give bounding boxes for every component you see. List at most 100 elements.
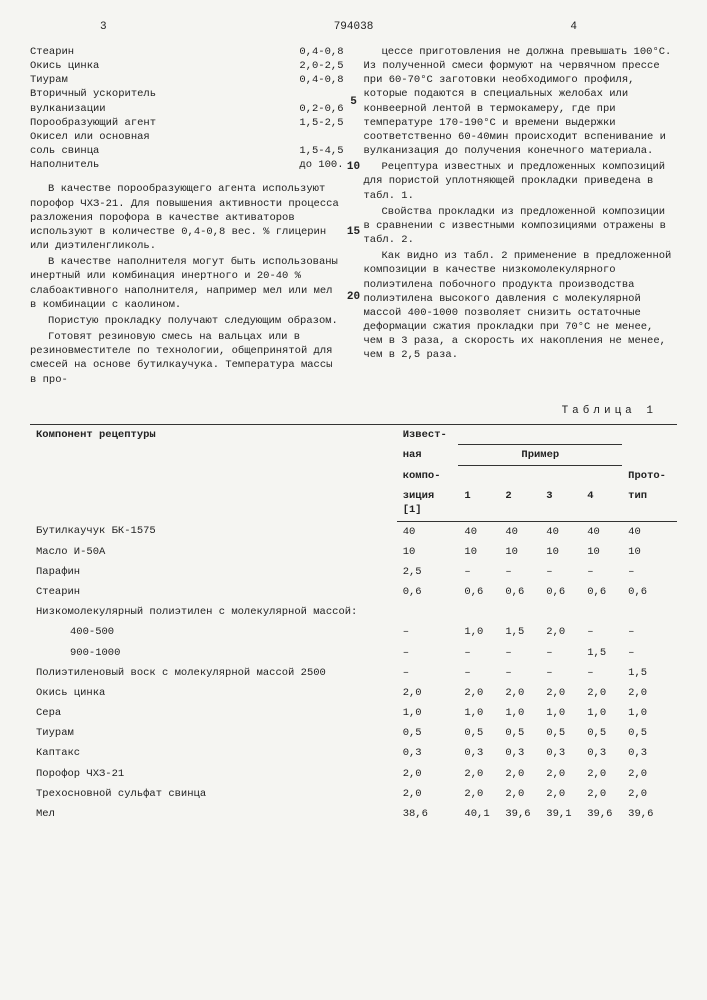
cell-value: 10 — [397, 542, 459, 562]
cell-value: 2,0 — [540, 683, 581, 703]
cell-value: 2,0 — [397, 764, 459, 784]
cell-value — [397, 602, 459, 622]
cell-value: 2,0 — [581, 683, 622, 703]
cell-value: – — [622, 562, 677, 582]
cell-value: 1,0 — [499, 703, 540, 723]
th-known: Извест- — [397, 424, 459, 445]
cell-value: 40 — [581, 521, 622, 542]
ingredient-value: 0,4-0,8 — [299, 73, 343, 87]
cell-value: 0,3 — [622, 743, 677, 763]
th-component: Компонент рецептуры — [30, 424, 397, 521]
ingredient-row: Вторичный ускоритель — [30, 87, 344, 101]
cell-value: 2,0 — [622, 683, 677, 703]
cell-value: 0,5 — [581, 723, 622, 743]
cell-value: 0,5 — [622, 723, 677, 743]
cell-value: 40 — [397, 521, 459, 542]
cell-value: 38,6 — [397, 804, 459, 824]
cell-value: – — [622, 643, 677, 663]
table-row: Каптакс0,30,30,30,30,30,3 — [30, 743, 677, 763]
cell-value: – — [581, 562, 622, 582]
cell-value: 2,0 — [397, 784, 459, 804]
cell-value — [458, 602, 499, 622]
cell-value: 1,0 — [458, 622, 499, 642]
cell-value: 2,0 — [622, 784, 677, 804]
composition-table: Компонент рецептуры Извест- ная Пример к… — [30, 424, 677, 824]
cell-value: 2,5 — [397, 562, 459, 582]
cell-value: 0,5 — [499, 723, 540, 743]
body-columns: 5 10 15 20 Стеарин0,4-0,8Окись цинка2,0-… — [30, 45, 677, 389]
line-marker: 20 — [347, 290, 360, 305]
cell-value: 0,6 — [397, 582, 459, 602]
ingredient-row: Стеарин0,4-0,8 — [30, 45, 344, 59]
page-num-left: 3 — [100, 20, 107, 35]
cell-value: 0,3 — [499, 743, 540, 763]
cell-value: 2,0 — [540, 622, 581, 642]
cell-value: 0,6 — [581, 582, 622, 602]
table-caption: Таблица 1 — [30, 404, 657, 419]
cell-value: – — [397, 622, 459, 642]
ingredient-value: 1,5-4,5 — [299, 144, 343, 158]
cell-value: 2,0 — [581, 764, 622, 784]
ingredient-list: Стеарин0,4-0,8Окись цинка2,0-2,5Тиурам 0,… — [30, 45, 344, 173]
cell-value: 1,0 — [622, 703, 677, 723]
paragraph: Пористую прокладку получают следующим об… — [30, 314, 344, 328]
th-primer: Пример — [458, 445, 622, 466]
cell-value: – — [622, 622, 677, 642]
ingredient-name: Окисел или основная — [30, 130, 334, 144]
ingredient-row: Окись цинка2,0-2,5 — [30, 59, 344, 73]
cell-value: 2,0 — [458, 683, 499, 703]
cell-value: – — [540, 643, 581, 663]
page-header: 3 794038 4 — [30, 20, 677, 35]
cell-value: 10 — [622, 542, 677, 562]
cell-value — [540, 602, 581, 622]
cell-name: Полиэтиленовый воск с молекулярной массо… — [30, 663, 397, 683]
table-row: Сера1,01,01,01,01,01,0 — [30, 703, 677, 723]
cell-value: 2,0 — [458, 764, 499, 784]
ingredient-name: Порообразующий агент — [30, 116, 289, 130]
cell-value: 2,0 — [622, 764, 677, 784]
cell-value: 39,6 — [581, 804, 622, 824]
cell-value: – — [540, 663, 581, 683]
cell-value: 0,3 — [397, 743, 459, 763]
cell-name: Каптакс — [30, 743, 397, 763]
cell-name: Окись цинка — [30, 683, 397, 703]
table-row: Низкомолекулярный полиэтилен с молекуляр… — [30, 602, 677, 622]
cell-value: 10 — [581, 542, 622, 562]
paragraph: цессе приготовления не должна превышать … — [364, 45, 678, 158]
ingredient-row: Тиурам 0,4-0,8 — [30, 73, 344, 87]
ingredient-value: 1,5-2,5 — [299, 116, 343, 130]
cell-value: 2,0 — [499, 764, 540, 784]
cell-value: – — [499, 663, 540, 683]
cell-name: Мел — [30, 804, 397, 824]
cell-name: Тиурам — [30, 723, 397, 743]
cell-value: – — [397, 643, 459, 663]
cell-value — [581, 602, 622, 622]
cell-name: Низкомолекулярный полиэтилен с молекуляр… — [30, 602, 397, 622]
cell-value: 1,0 — [540, 703, 581, 723]
table-row: Тиурам0,50,50,50,50,50,5 — [30, 723, 677, 743]
cell-value: 0,5 — [540, 723, 581, 743]
cell-value: 1,0 — [458, 703, 499, 723]
cell-value: 2,0 — [458, 784, 499, 804]
paragraph: Как видно из табл. 2 применение в предло… — [364, 249, 678, 362]
ingredient-name: Тиурам — [30, 73, 289, 87]
cell-value: – — [458, 643, 499, 663]
table-row: Стеарин0,60,60,60,60,60,6 — [30, 582, 677, 602]
line-marker: 10 — [347, 160, 360, 175]
table-row: Трехосновной сульфат свинца2,02,02,02,02… — [30, 784, 677, 804]
table-row: Окись цинка2,02,02,02,02,02,0 — [30, 683, 677, 703]
cell-value: 40 — [622, 521, 677, 542]
cell-name: Масло И-50А — [30, 542, 397, 562]
cell-name: Стеарин — [30, 582, 397, 602]
paragraph: Рецептура известных и предложенных компо… — [364, 160, 678, 203]
table-row: Полиэтиленовый воск с молекулярной массо… — [30, 663, 677, 683]
cell-value: 2,0 — [540, 784, 581, 804]
cell-value: 2,0 — [499, 683, 540, 703]
table-row: Парафин2,5––––– — [30, 562, 677, 582]
cell-value: 40 — [540, 521, 581, 542]
cell-value: 1,0 — [397, 703, 459, 723]
ingredient-name: Стеарин — [30, 45, 289, 59]
table-row: 400-500–1,01,52,0–– — [30, 622, 677, 642]
ingredient-value: 2,0-2,5 — [299, 59, 343, 73]
table-row: Мел38,640,139,639,139,639,6 — [30, 804, 677, 824]
